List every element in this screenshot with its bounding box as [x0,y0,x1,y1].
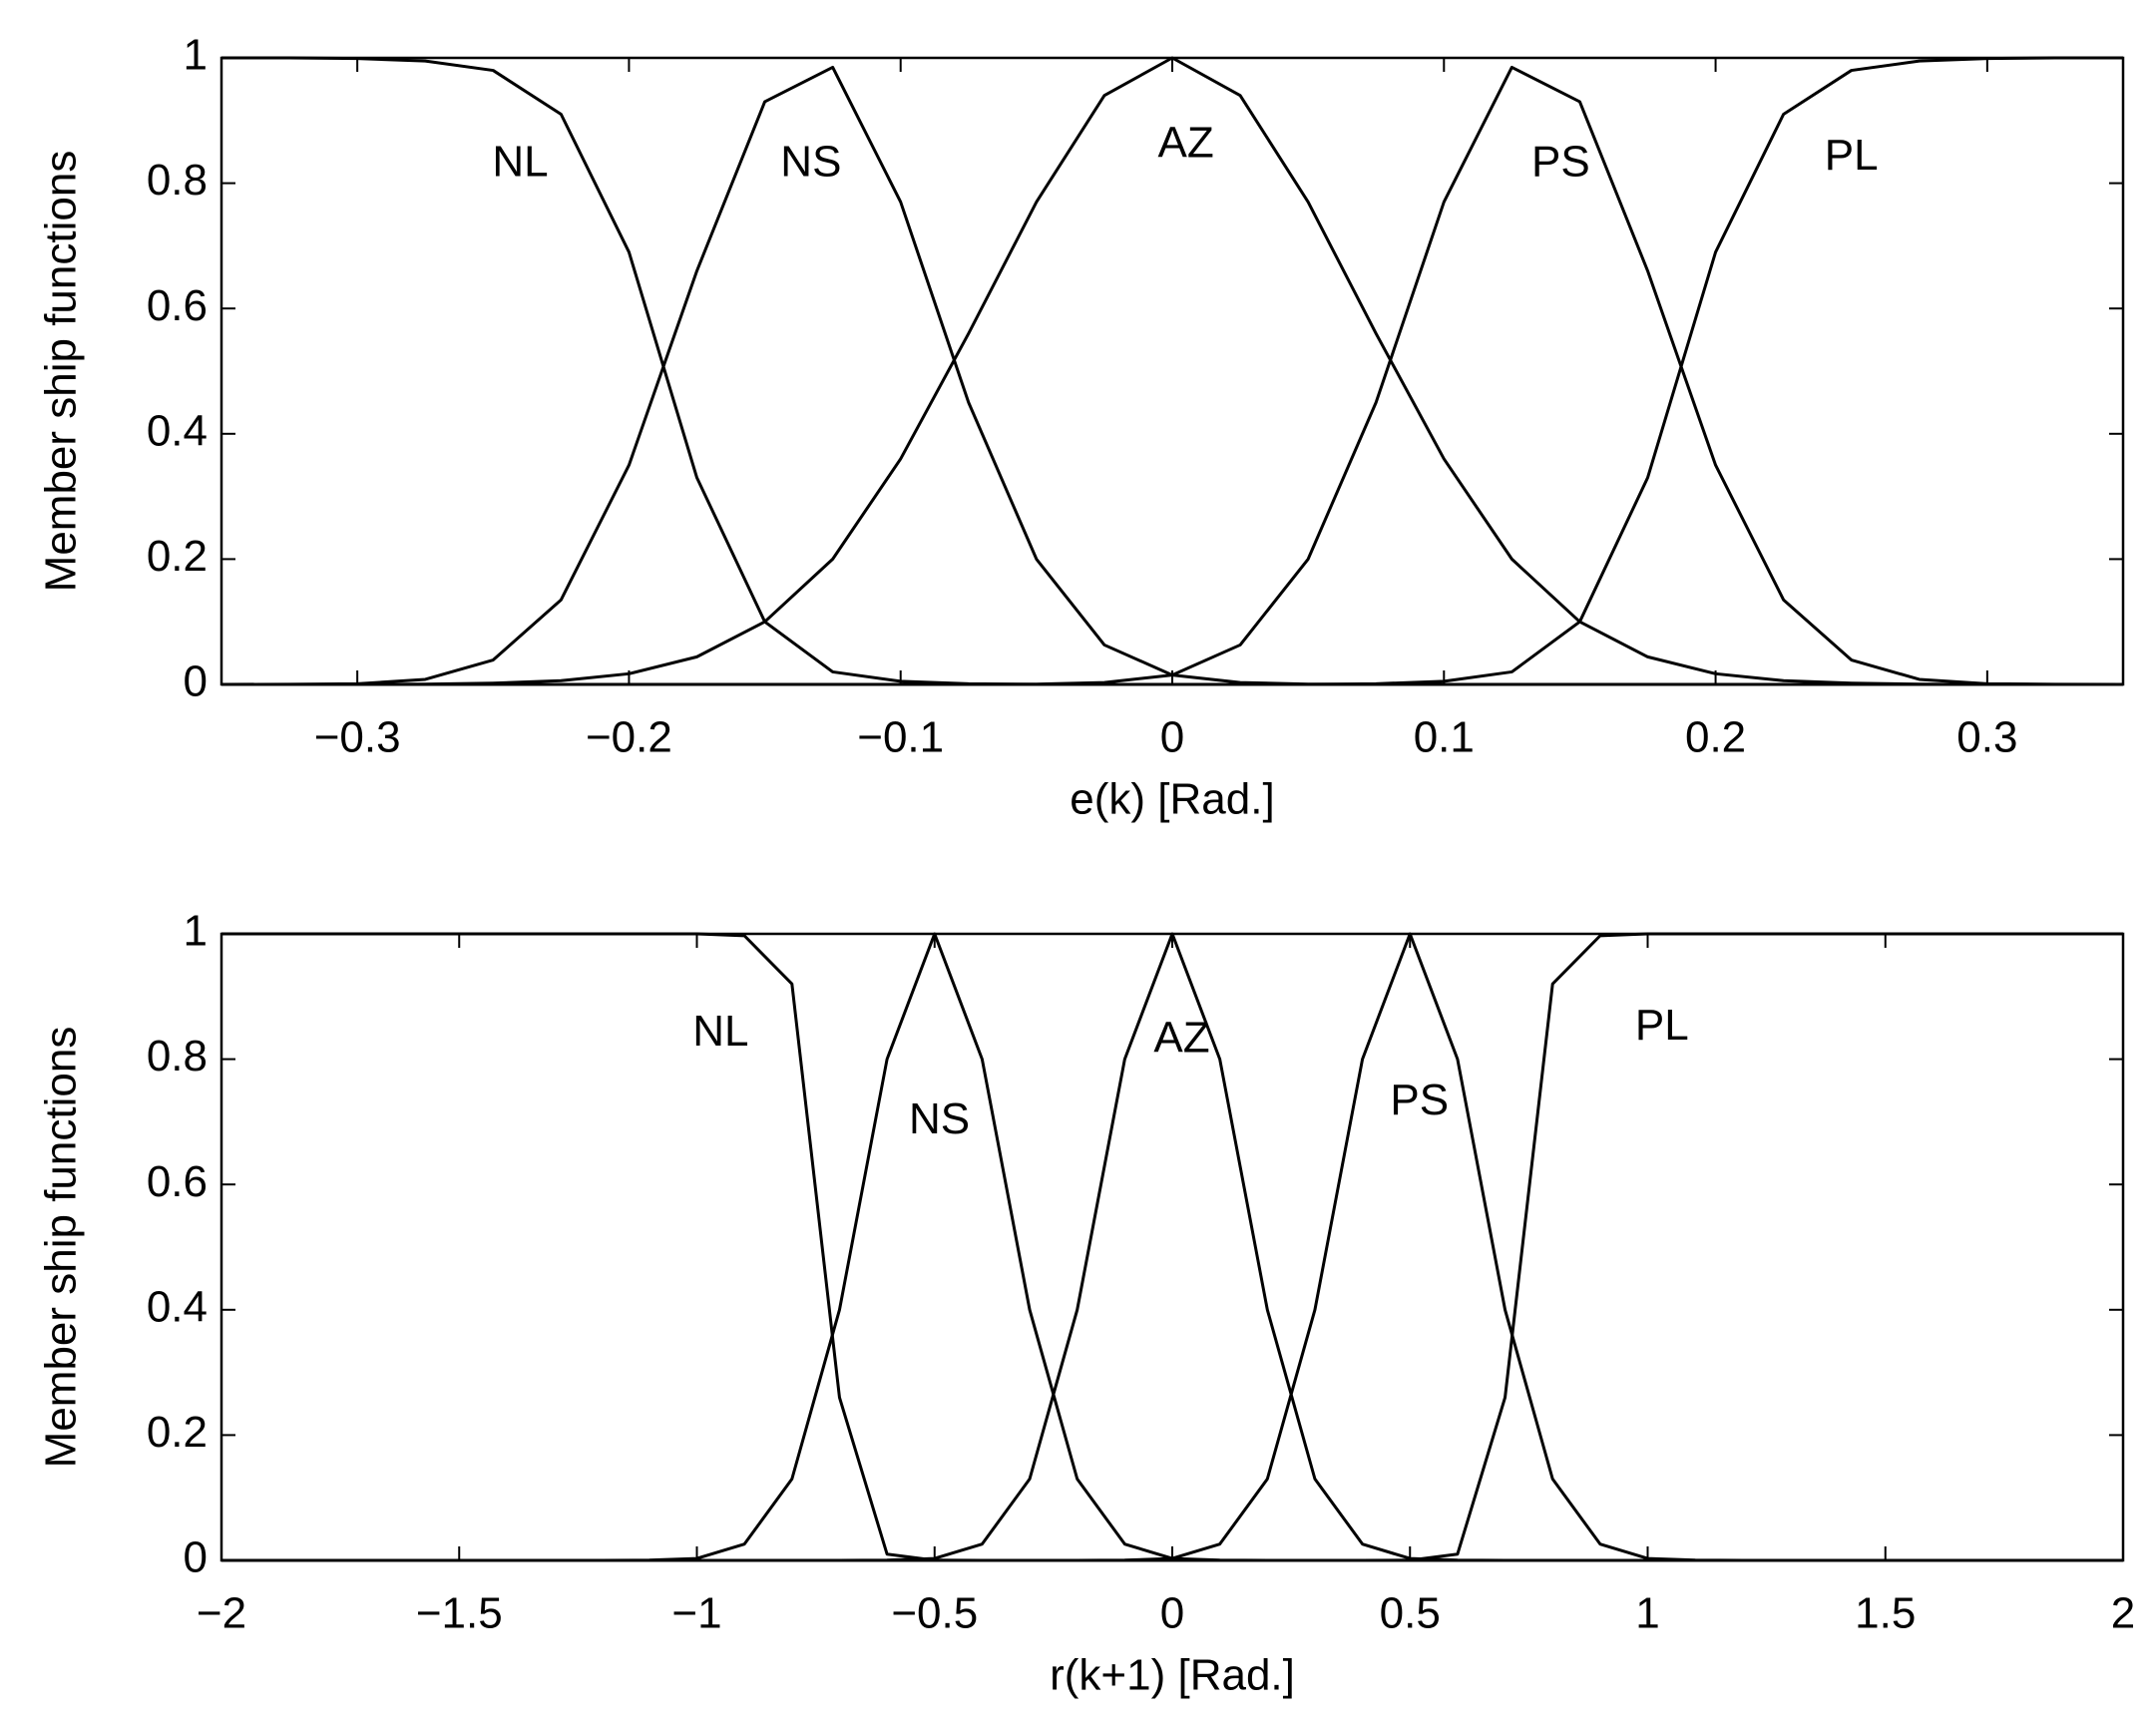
series-label: NL [692,1007,748,1056]
x-tick-label: −0.2 [586,713,672,762]
series-label: PS [1390,1076,1449,1124]
y-tick-label: 1 [184,31,208,80]
y-tick-label: 0 [184,1533,208,1582]
x-tick-label: 0 [1160,713,1184,762]
y-tick-label: 0.2 [147,532,208,581]
series-label: AZ [1153,1013,1209,1062]
x-tick-label: 1 [1635,1589,1659,1638]
x-tick-label: 0 [1160,1589,1184,1638]
y-tick-label: 0.4 [147,406,208,455]
series-label: NS [909,1094,970,1143]
x-axis-label: r(k+1) [Rad.] [1050,1651,1295,1700]
y-tick-label: 0.8 [147,156,208,205]
x-tick-label: −1 [671,1589,721,1638]
y-tick-label: 1 [184,907,208,956]
y-tick-label: 0.2 [147,1408,208,1457]
series-label: PL [1825,131,1879,180]
y-axis-label: Member ship functions [37,151,86,593]
plot-frame [219,56,2125,686]
x-tick-label: 1.5 [1855,1589,1916,1638]
x-tick-label: −0.1 [857,713,944,762]
series-label: NL [492,137,548,186]
plot-frame [219,932,2125,1562]
y-tick-label: 0.6 [147,1157,208,1206]
series-label: PS [1531,137,1590,186]
x-tick-label: −0.3 [314,713,401,762]
x-tick-label: −0.5 [891,1589,978,1638]
series-label: PL [1635,1001,1689,1050]
x-tick-label: 2 [2111,1589,2135,1638]
x-tick-label: −2 [197,1589,246,1638]
series-label: NS [780,137,841,186]
y-axis-label: Member ship functions [37,1027,86,1469]
x-tick-label: 0.2 [1685,713,1746,762]
x-tick-label: 0.1 [1414,713,1475,762]
y-tick-label: 0.4 [147,1282,208,1331]
y-tick-label: 0.6 [147,281,208,330]
x-tick-label: 0.5 [1380,1589,1441,1638]
x-tick-label: 0.3 [1956,713,2017,762]
x-tick-label: −1.5 [416,1589,503,1638]
series-label: AZ [1157,119,1213,168]
x-axis-label: e(k) [Rad.] [1070,775,1274,824]
y-tick-label: 0 [184,657,208,706]
y-tick-label: 0.8 [147,1032,208,1081]
